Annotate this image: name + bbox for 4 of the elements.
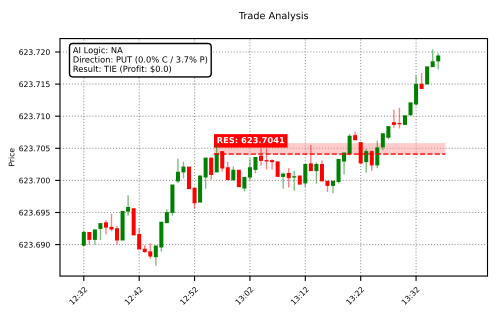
- annotation: AI Logic: NA Direction: PUT (0.0% C / 3.7% P) Result: TIE (Profit: $0.0): [72, 46, 208, 74]
- chart-title: Trade Analysis: [238, 12, 308, 22]
- candlestick: [236, 170, 241, 188]
- ref-line-label: RES: 623.7041: [217, 136, 284, 144]
